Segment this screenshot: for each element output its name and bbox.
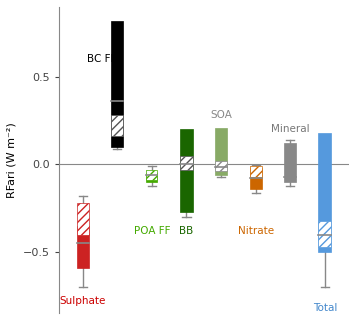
Text: SOA: SOA (210, 110, 232, 120)
Bar (250, 168, 262, 189)
Bar (318, 221, 331, 247)
Bar (77, 203, 89, 235)
Bar (180, 156, 193, 170)
Text: Total: Total (313, 303, 337, 313)
Bar (215, 128, 227, 175)
Bar (146, 173, 157, 182)
Text: Sulphate: Sulphate (59, 296, 106, 306)
Bar (77, 226, 89, 268)
Text: Nitrate: Nitrate (237, 226, 274, 236)
Bar (250, 166, 262, 177)
Text: BB: BB (179, 226, 194, 236)
Y-axis label: RFari (W m⁻²): RFari (W m⁻²) (7, 122, 17, 198)
Bar (284, 143, 296, 182)
Bar (180, 129, 193, 212)
Bar (111, 116, 124, 136)
Text: BC FF: BC FF (87, 55, 116, 65)
Bar (215, 161, 227, 171)
Text: Mineral: Mineral (271, 125, 310, 134)
Bar (318, 133, 331, 252)
Bar (146, 170, 157, 180)
Text: POA FF: POA FF (134, 226, 170, 236)
Bar (111, 21, 124, 147)
